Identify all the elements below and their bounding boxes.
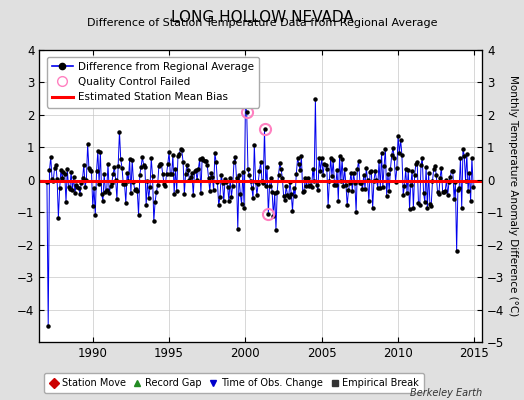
Y-axis label: Monthly Temperature Anomaly Difference (°C): Monthly Temperature Anomaly Difference (… bbox=[508, 75, 518, 317]
Text: LONG HOLLOW NEVADA: LONG HOLLOW NEVADA bbox=[171, 10, 353, 25]
Legend: Station Move, Record Gap, Time of Obs. Change, Empirical Break: Station Move, Record Gap, Time of Obs. C… bbox=[44, 373, 424, 393]
Text: Berkeley Earth: Berkeley Earth bbox=[410, 388, 482, 398]
Text: Difference of Station Temperature Data from Regional Average: Difference of Station Temperature Data f… bbox=[87, 18, 437, 28]
